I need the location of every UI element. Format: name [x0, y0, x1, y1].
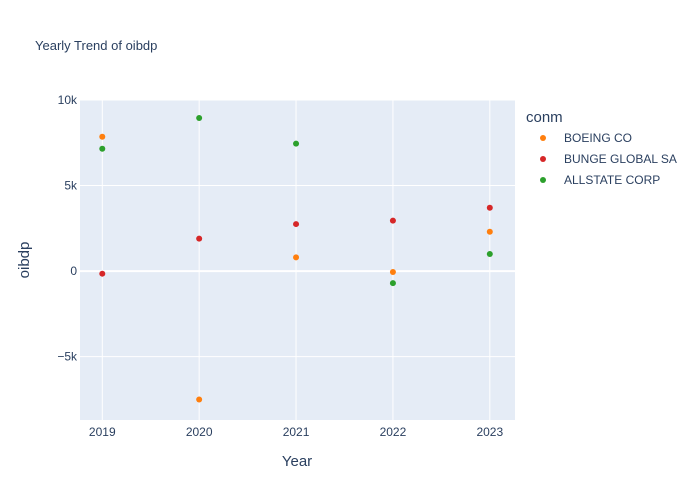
x-tick-label: 2021 [283, 425, 310, 439]
x-tick-label: 2020 [186, 425, 213, 439]
legend-item-label[interactable]: ALLSTATE CORP [564, 173, 660, 187]
legend-item-label[interactable]: BOEING CO [564, 131, 632, 145]
y-tick-label: 0 [70, 264, 77, 278]
data-point[interactable] [389, 217, 396, 224]
legend-title: conm [526, 109, 563, 126]
x-tick-label: 2019 [89, 425, 116, 439]
y-tick-labels: 10k 5k 0 −5k [57, 93, 78, 364]
y-axis-title: oibdp [16, 242, 33, 279]
x-tick-label: 2022 [380, 425, 407, 439]
data-point[interactable] [389, 280, 396, 287]
y-gridlines [80, 99, 515, 358]
legend-item-label[interactable]: BUNGE GLOBAL SA [564, 152, 677, 166]
y-tick-label: −5k [57, 350, 78, 364]
data-point[interactable] [486, 204, 493, 211]
legend-marker[interactable] [540, 135, 546, 141]
data-point[interactable] [486, 251, 493, 258]
data-point[interactable] [293, 140, 300, 147]
data-point[interactable] [486, 228, 493, 235]
data-point[interactable] [99, 270, 106, 277]
data-point[interactable] [196, 396, 203, 403]
legend[interactable]: conm BOEING CO BUNGE GLOBAL SA ALLSTATE CO… [526, 109, 677, 187]
x-tick-label: 2023 [476, 425, 503, 439]
y-tick-label: 5k [64, 179, 78, 193]
x-tick-labels: 2019 2020 2021 2022 2023 [89, 425, 504, 439]
data-point[interactable] [293, 254, 300, 261]
data-point[interactable] [196, 235, 203, 242]
legend-marker[interactable] [540, 156, 546, 162]
data-points [99, 114, 493, 403]
data-point[interactable] [196, 114, 203, 121]
y-tick-label: 10k [58, 93, 78, 107]
x-axis-title: Year [282, 453, 312, 470]
chart-title: Yearly Trend of oibdp [35, 38, 157, 53]
legend-marker[interactable] [540, 177, 546, 183]
data-point[interactable] [99, 133, 106, 140]
data-point[interactable] [293, 221, 300, 228]
data-point[interactable] [99, 145, 106, 152]
data-point[interactable] [389, 268, 396, 275]
